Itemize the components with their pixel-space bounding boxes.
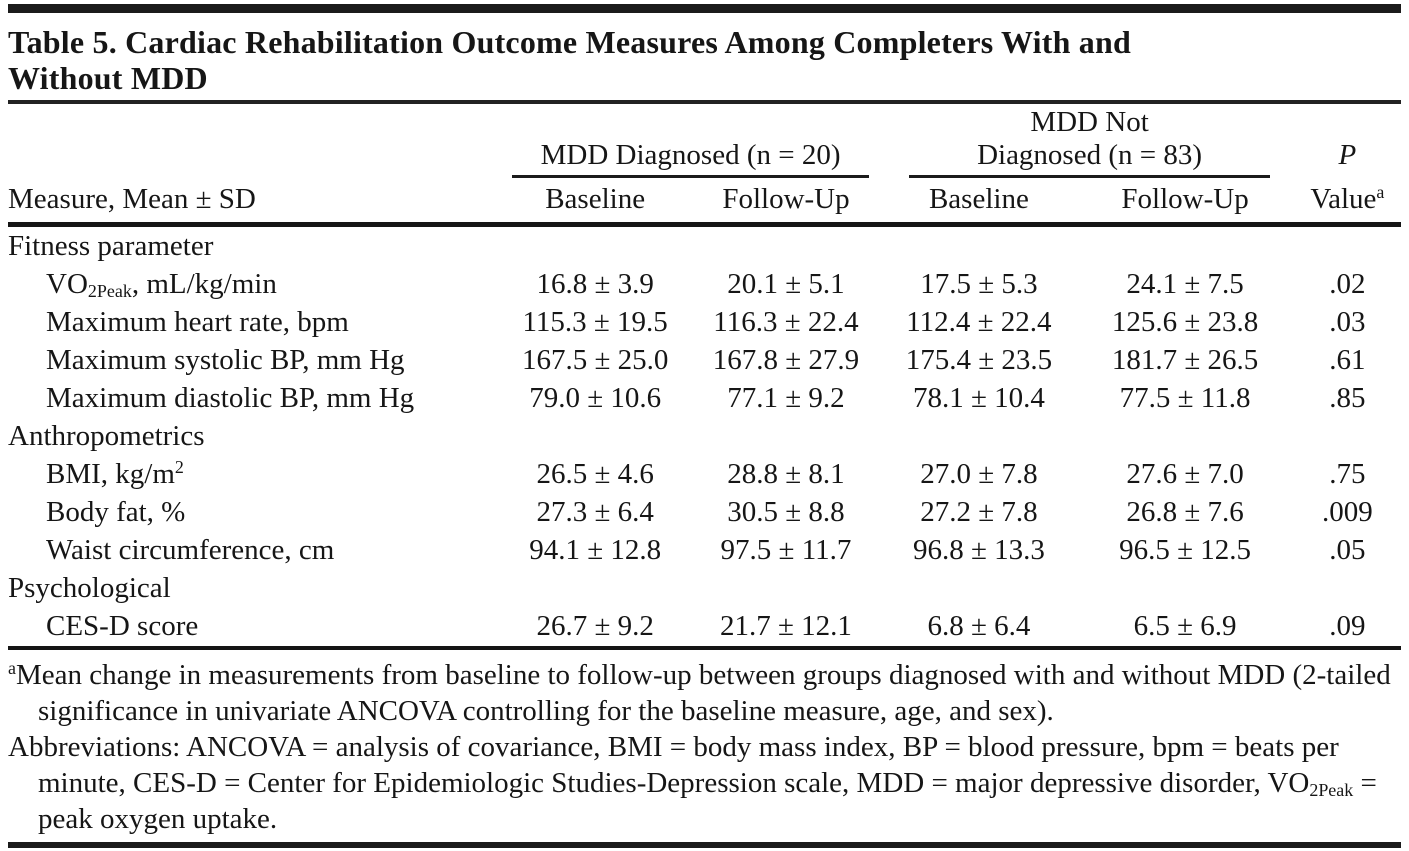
value-cell: 20.1 ± 5.1 xyxy=(727,268,845,300)
p-value-cell: .03 xyxy=(1329,306,1366,338)
value-cell: 77.1 ± 9.2 xyxy=(727,382,845,414)
section-row: Psychological xyxy=(8,569,1401,607)
value-cell: 27.2 ± 7.8 xyxy=(920,496,1038,528)
measure-cell: Waist circumference, cm xyxy=(46,534,335,566)
p-value-cell: .61 xyxy=(1329,344,1366,376)
value-cell: 21.7 ± 12.1 xyxy=(690,607,882,650)
group-header-mdd-diagnosed: MDD Diagnosed (n = 20) xyxy=(500,106,882,178)
stub-header: Measure, Mean ± SD xyxy=(8,178,500,227)
value-cell: 17.5 ± 5.3 xyxy=(920,268,1038,300)
p-value-header-top: P xyxy=(1294,106,1401,178)
p-value-cell: .009 xyxy=(1321,496,1373,528)
table-title-line-2: Without MDD xyxy=(8,60,208,96)
measure-cell: Maximum systolic BP, mm Hg xyxy=(46,344,405,376)
value-cell: 167.8 ± 27.9 xyxy=(712,344,860,376)
p-value-header-p: P xyxy=(1338,139,1357,171)
p-value-cell: .05 xyxy=(1329,534,1366,566)
title-rule xyxy=(8,100,1401,104)
group-header-mdd-not-diagnosed-label: MDD Not Diagnosed (n = 83) xyxy=(909,106,1270,178)
subheader-followup-2: Follow-Up xyxy=(1076,178,1294,227)
section-label: Psychological xyxy=(8,572,171,604)
table-row: Body fat, % 27.3 ± 6.4 30.5 ± 8.8 27.2 ± 7.… xyxy=(8,493,1401,531)
table-header: MDD Diagnosed (n = 20) MDD Not Diagnosed… xyxy=(8,106,1401,227)
value-cell: 96.8 ± 13.3 xyxy=(912,534,1045,566)
value-cell: 26.7 ± 9.2 xyxy=(499,607,691,650)
value-cell: 30.5 ± 8.8 xyxy=(727,496,845,528)
p-value-cell: .02 xyxy=(1329,268,1366,300)
value-cell: 26.8 ± 7.6 xyxy=(1126,496,1244,528)
p-value-header-label: Valuea xyxy=(1293,178,1401,227)
table-row: VO2Peak, mL/kg/min 16.8 ± 3.9 20.1 ± 5.1 17… xyxy=(8,265,1401,303)
value-cell: 77.5 ± 11.8 xyxy=(1119,382,1251,414)
measure-cell: Maximum diastolic BP, mm Hg xyxy=(46,382,415,414)
group-header-mdd-diagnosed-label: MDD Diagnosed (n = 20) xyxy=(511,139,870,178)
group-header-line-1: MDD Not xyxy=(1030,106,1149,138)
value-cell: 116.3 ± 22.4 xyxy=(713,306,859,338)
measure-cell: VO2Peak, mL/kg/min xyxy=(46,268,277,301)
top-rule xyxy=(8,4,1401,13)
value-cell: 97.5 ± 11.7 xyxy=(720,534,852,566)
value-cell: 27.0 ± 7.8 xyxy=(920,458,1038,490)
value-cell: 175.4 ± 23.5 xyxy=(905,344,1053,376)
column-header-row: Measure, Mean ± SD Baseline Follow-Up Ba… xyxy=(8,178,1401,227)
subheader-followup-1: Follow-Up xyxy=(690,178,882,227)
p-value-cell: .09 xyxy=(1293,607,1401,650)
measure-cell: BMI, kg/m2 xyxy=(46,457,184,490)
group-header-mdd-not-diagnosed: MDD Not Diagnosed (n = 83) xyxy=(881,106,1293,178)
table-row: Maximum heart rate, bpm 115.3 ± 19.5 116.3… xyxy=(8,303,1401,341)
value-cell: 27.6 ± 7.0 xyxy=(1126,458,1244,490)
value-cell: 167.5 ± 25.0 xyxy=(521,344,669,376)
value-cell: 6.5 ± 6.9 xyxy=(1076,607,1294,650)
value-cell: 27.3 ± 6.4 xyxy=(536,496,654,528)
footnote-a: aMean change in measurements from baseli… xyxy=(8,658,1391,727)
subheader-baseline-1: Baseline xyxy=(499,178,691,227)
value-cell: 125.6 ± 23.8 xyxy=(1111,306,1259,338)
table-title-line-1: Table 5. Cardiac Rehabilitation Outcome … xyxy=(8,24,1131,60)
table-row: CES-D score 26.7 ± 9.2 21.7 ± 12.1 6.8 ± 6.… xyxy=(8,607,1401,650)
value-cell: 181.7 ± 26.5 xyxy=(1111,344,1259,376)
measure-cell: Maximum heart rate, bpm xyxy=(46,306,349,338)
section-row: Fitness parameter xyxy=(8,225,1401,266)
value-cell: 28.8 ± 8.1 xyxy=(727,458,845,490)
value-cell: 24.1 ± 7.5 xyxy=(1126,268,1244,300)
stub-spacer xyxy=(8,106,500,178)
value-cell: 26.5 ± 4.6 xyxy=(536,458,654,490)
group-header-line-2: Diagnosed (n = 83) xyxy=(977,139,1203,171)
table-body: Fitness parameter VO2Peak, mL/kg/min 16.8 … xyxy=(8,225,1401,650)
value-cell: 16.8 ± 3.9 xyxy=(536,268,654,300)
footnote-abbreviations: Abbreviations: ANCOVA = analysis of cova… xyxy=(8,731,1377,835)
value-cell: 94.1 ± 12.8 xyxy=(529,534,662,566)
table-row: BMI, kg/m2 26.5 ± 4.6 28.8 ± 8.1 27.0 ± 7.8… xyxy=(8,455,1401,493)
outcome-table: MDD Diagnosed (n = 20) MDD Not Diagnosed… xyxy=(8,106,1401,650)
measure-cell: Body fat, % xyxy=(46,496,186,528)
p-value-cell: .85 xyxy=(1329,382,1366,414)
p-value-cell: .75 xyxy=(1329,458,1366,490)
footnotes: aMean change in measurements from baseli… xyxy=(8,657,1401,837)
section-row: Anthropometrics xyxy=(8,417,1401,455)
measure-cell: CES-D score xyxy=(8,607,500,650)
value-cell: 6.8 ± 6.4 xyxy=(881,607,1077,650)
value-cell: 115.3 ± 19.5 xyxy=(522,306,668,338)
bottom-rule xyxy=(8,842,1401,848)
table-row: Maximum systolic BP, mm Hg 167.5 ± 25.0 16… xyxy=(8,341,1401,379)
table-row: Waist circumference, cm 94.1 ± 12.8 97.5 ±… xyxy=(8,531,1401,569)
group-header-row: MDD Diagnosed (n = 20) MDD Not Diagnosed… xyxy=(8,106,1401,178)
section-label: Anthropometrics xyxy=(8,420,205,452)
table-row: Maximum diastolic BP, mm Hg 79.0 ± 10.6 77… xyxy=(8,379,1401,417)
section-label: Fitness parameter xyxy=(8,230,214,262)
value-cell: 96.5 ± 12.5 xyxy=(1119,534,1252,566)
value-cell: 78.1 ± 10.4 xyxy=(912,382,1045,414)
value-cell: 112.4 ± 22.4 xyxy=(906,306,1052,338)
table-title: Table 5. Cardiac Rehabilitation Outcome … xyxy=(8,24,1401,96)
subheader-baseline-2: Baseline xyxy=(881,178,1077,227)
value-cell: 79.0 ± 10.6 xyxy=(529,382,662,414)
